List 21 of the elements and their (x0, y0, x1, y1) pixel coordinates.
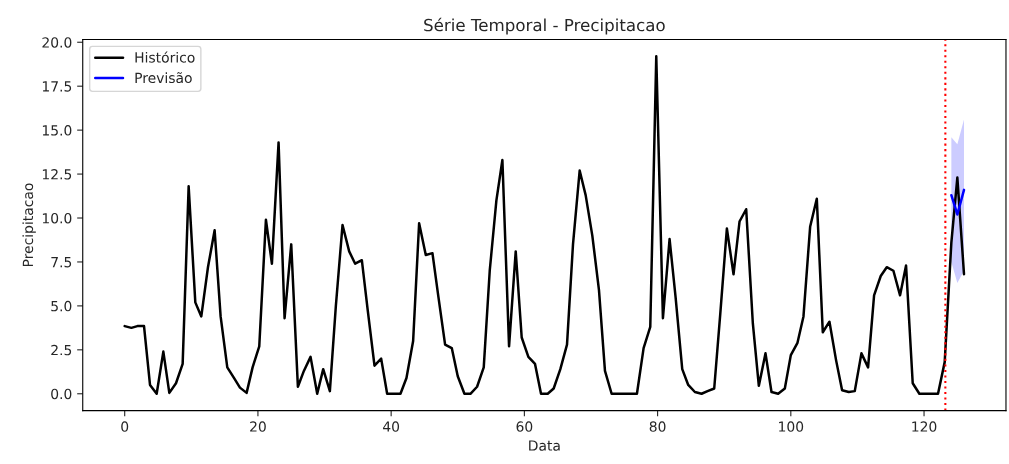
y-tick-label: 5.0 (51, 300, 72, 312)
x-tick-label: 80 (649, 421, 666, 432)
x-axis-title: Data (529, 440, 560, 451)
x-tick-label: 120 (912, 421, 937, 432)
x-tick-label: 100 (779, 421, 804, 432)
y-tick-label: 17.5 (42, 81, 72, 92)
y-axis-title: Precipitacao (22, 183, 36, 267)
x-tick-label: 20 (250, 421, 266, 432)
y-tick-label: 20.0 (42, 37, 72, 48)
chart-title: Série Temporal - Precipitacao (424, 17, 665, 35)
y-tick-label: 12.5 (42, 169, 72, 180)
y-tick-label: 10.0 (42, 212, 72, 224)
x-tick-label: 40 (382, 421, 400, 432)
legend-label: Histórico (135, 51, 195, 63)
y-tick-label: 7.5 (51, 257, 72, 268)
x-tick-label: 0 (121, 421, 129, 432)
y-tick-label: 0.0 (51, 388, 72, 400)
x-tick-label: 60 (516, 421, 533, 432)
y-tick-label: 2.5 (51, 344, 72, 356)
legend-label: Previsão (135, 72, 192, 84)
y-tick-label: 15.0 (42, 125, 72, 136)
